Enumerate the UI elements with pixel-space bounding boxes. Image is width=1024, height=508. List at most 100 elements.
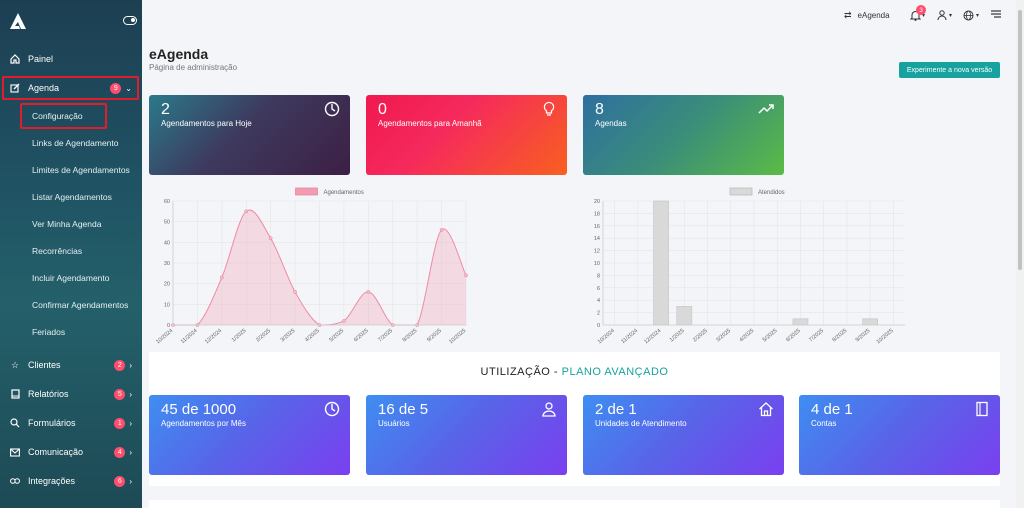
sidebar-toggle-icon[interactable] xyxy=(123,16,137,25)
stat-number: 8 xyxy=(595,101,604,118)
chevron-right-icon: › xyxy=(129,447,132,457)
stat-caption: Agendas xyxy=(595,119,627,128)
x-tick-label: 9/2025 xyxy=(426,328,443,343)
y-tick-label: 0 xyxy=(597,323,600,329)
stat-caption: Agendamentos para Amanhã xyxy=(378,119,482,128)
sidebar-item-label: Comunicação xyxy=(28,447,84,457)
usage-plan: PLANO AVANÇADO xyxy=(561,366,669,378)
app-logo[interactable] xyxy=(9,12,27,30)
submenu-feriados[interactable]: Feriados xyxy=(32,327,66,337)
usage-value: 4 de 1 xyxy=(811,401,853,418)
usage-card-appointments[interactable]: 45 de 1000 Agendamentos por Mês xyxy=(149,395,350,475)
user-menu[interactable]: ▾ xyxy=(937,10,952,20)
x-tick-label: 7/2025 xyxy=(377,328,394,343)
relatorios-count-badge: 5 xyxy=(114,388,126,400)
chevron-right-icon: › xyxy=(129,418,132,428)
x-tick-label: 11/2024 xyxy=(180,328,199,345)
submenu-ver-minha-agenda[interactable]: Ver Minha Agenda xyxy=(32,219,102,229)
y-tick-label: 12 xyxy=(594,249,600,255)
x-tick-label: 8/2025 xyxy=(831,328,848,343)
menu-icon[interactable] xyxy=(991,10,1001,18)
usage-caption: Usuários xyxy=(378,419,410,428)
sidebar-item-label: Integrações xyxy=(28,476,76,486)
agenda-highlight xyxy=(2,76,139,100)
link-icon xyxy=(10,476,20,486)
sidebar-item-agenda[interactable]: Agenda 9 ⌄ xyxy=(0,77,142,99)
data-point xyxy=(268,236,273,241)
x-tick-label: 4/2025 xyxy=(304,328,321,343)
bar xyxy=(653,200,669,326)
submenu-confirmar-agendamentos[interactable]: Confirmar Agendamentos xyxy=(32,300,129,310)
legend-swatch xyxy=(295,187,318,196)
x-tick-label: 3/2025 xyxy=(280,328,297,343)
x-tick-label: 12/2024 xyxy=(204,328,223,345)
bar xyxy=(676,306,693,326)
home-icon xyxy=(10,54,20,64)
search-icon xyxy=(10,418,20,428)
sidebar-item-painel[interactable]: Painel xyxy=(0,48,142,70)
lightbulb-icon xyxy=(543,101,555,116)
trend-icon xyxy=(758,104,774,114)
clientes-count-badge: 2 xyxy=(114,359,126,371)
sidebar-item-clientes[interactable]: ☆ Clientes 2 › xyxy=(0,354,142,376)
users-icon xyxy=(542,402,556,417)
y-tick-label: 6 xyxy=(597,286,600,292)
usage-card-accounts[interactable]: 4 de 1 Contas xyxy=(799,395,1000,475)
y-tick-label: 0 xyxy=(167,323,170,329)
stat-card-agendas[interactable]: 8 Agendas xyxy=(583,95,784,175)
new-version-button[interactable]: Experimente a nova versão xyxy=(899,62,1000,78)
page-scrollbar[interactable] xyxy=(1016,0,1024,508)
x-tick-label: 11/2024 xyxy=(620,328,639,345)
user-icon xyxy=(937,10,947,20)
stat-card-today[interactable]: 2 Agendamentos para Hoje xyxy=(149,95,350,175)
house-icon xyxy=(759,402,773,417)
chevron-right-icon: › xyxy=(129,389,132,399)
swap-icon: ⇄ xyxy=(844,10,852,20)
submenu-incluir-agendamento[interactable]: Incluir Agendamento xyxy=(32,273,110,283)
usage-title-text: UTILIZAÇÃO - xyxy=(480,366,562,378)
submenu-links-de-agendamento[interactable]: Links de Agendamento xyxy=(32,138,119,148)
usage-value: 2 de 1 xyxy=(595,401,637,418)
x-tick-label: 10/2025 xyxy=(876,328,895,345)
y-tick-label: 16 xyxy=(594,224,600,230)
x-tick-label: 6/2025 xyxy=(353,328,370,343)
formularios-count-badge: 1 xyxy=(114,417,126,429)
appointments-area-chart: Agendamentos 0 10 20 30 40 50 60 10/2024 11/2024 1… xyxy=(155,187,468,345)
data-point xyxy=(220,275,224,280)
stat-number: 2 xyxy=(161,101,170,118)
account-switch[interactable]: ⇄ eAgenda xyxy=(844,10,890,21)
star-icon: ☆ xyxy=(10,359,20,370)
account-switch-label: eAgenda xyxy=(857,11,890,20)
page-title: eAgenda xyxy=(149,46,209,62)
y-tick-label: 30 xyxy=(164,261,170,267)
sidebar-item-formularios[interactable]: Formulários 1 › xyxy=(0,412,142,434)
usage-card-users[interactable]: 16 de 5 Usuários xyxy=(366,395,567,475)
sidebar-item-integracoes[interactable]: Integrações 6 › xyxy=(0,470,142,492)
clock-icon xyxy=(324,401,340,417)
sidebar-item-comunicacao[interactable]: Comunicação 4 › xyxy=(0,441,142,463)
submenu-recorrencias[interactable]: Recorrências xyxy=(32,246,83,256)
comunicacao-count-badge: 4 xyxy=(114,446,126,458)
stat-number: 0 xyxy=(378,101,387,118)
x-tick-label: 5/2025 xyxy=(762,328,779,343)
legend-swatch xyxy=(729,187,753,196)
clock-icon xyxy=(324,101,340,117)
y-tick-label: 40 xyxy=(164,240,170,246)
usage-card-units[interactable]: 2 de 1 Unidades de Atendimento xyxy=(583,395,784,475)
sidebar-item-relatorios[interactable]: Relatórios 5 › xyxy=(0,383,142,405)
bottom-panel xyxy=(149,500,1000,508)
data-point xyxy=(464,273,468,278)
x-tick-label: 1/2025 xyxy=(669,328,686,343)
sidebar-item-label: Painel xyxy=(28,54,54,64)
book-icon xyxy=(10,389,20,399)
submenu-limites-de-agendamentos[interactable]: Limites de Agendamentos xyxy=(32,165,130,175)
stat-card-tomorrow[interactable]: 0 Agendamentos para Amanhã xyxy=(366,95,567,175)
submenu-listar-agendamentos[interactable]: Listar Agendamentos xyxy=(32,192,112,202)
x-tick-label: 10/2025 xyxy=(448,328,467,345)
x-tick-label: 5/2025 xyxy=(328,328,345,343)
y-tick-label: 14 xyxy=(594,236,600,242)
language-menu[interactable]: ▾ xyxy=(963,10,979,21)
usage-caption: Unidades de Atendimento xyxy=(595,419,687,428)
submenu-configuracao[interactable]: Configuração xyxy=(32,111,83,121)
scrollbar-thumb[interactable] xyxy=(1018,10,1022,270)
